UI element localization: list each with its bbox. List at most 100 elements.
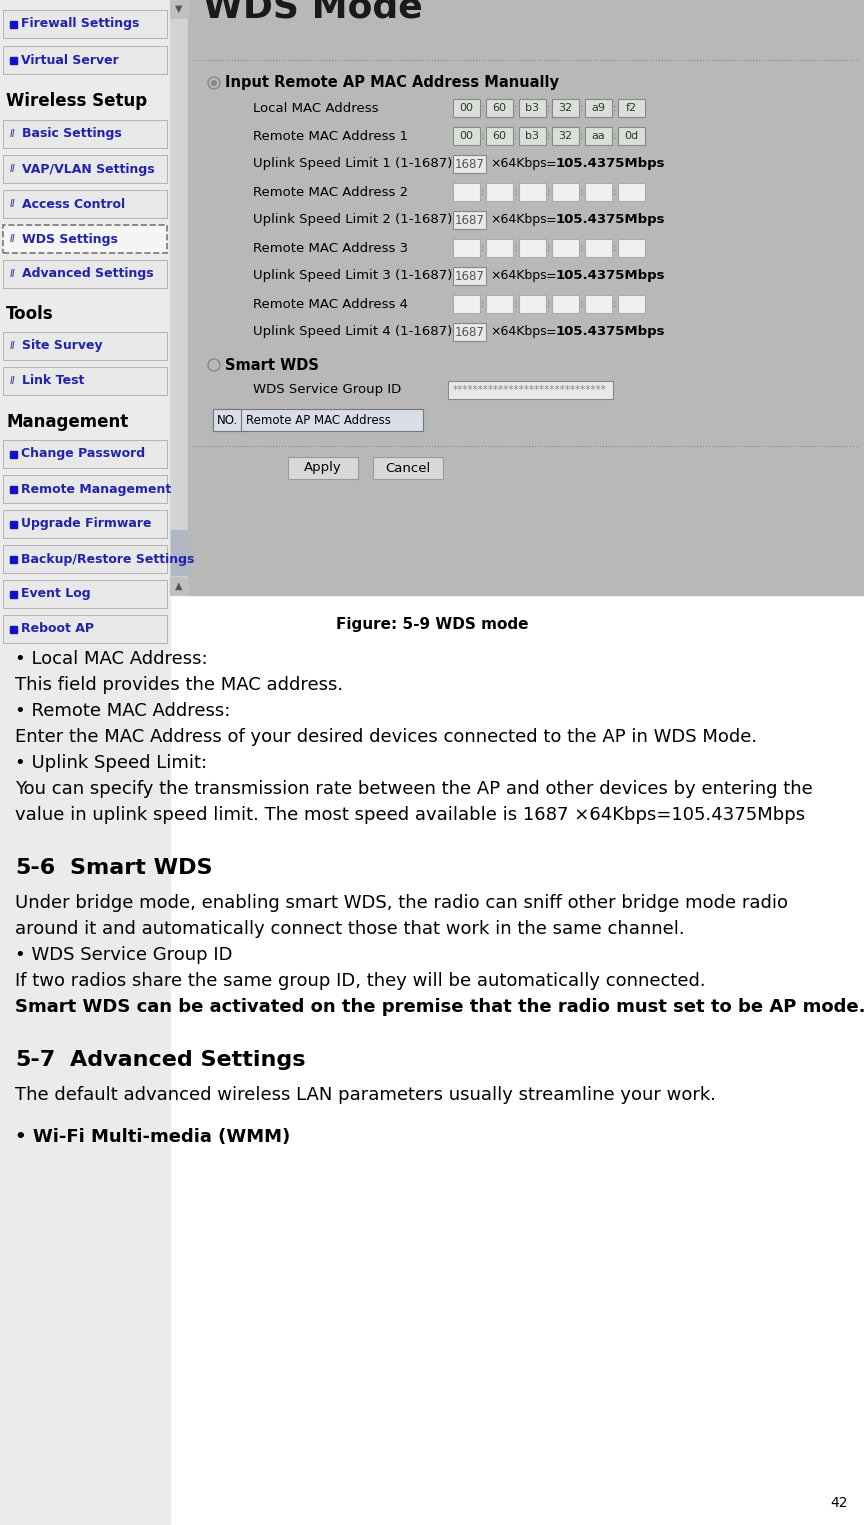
Text: ▼: ▼: [175, 5, 183, 14]
Text: =: =: [546, 157, 561, 171]
Text: :: :: [581, 242, 584, 253]
Bar: [170, 0, 188, 595]
Text: ×64Kbps: ×64Kbps: [490, 325, 547, 339]
Text: NO.: NO.: [216, 413, 238, 427]
Text: Management: Management: [6, 413, 128, 432]
Bar: [0, 0, 170, 1525]
Text: Figure: 5-9 WDS mode: Figure: 5-9 WDS mode: [336, 618, 528, 631]
Text: :: :: [481, 104, 485, 113]
Text: 00: 00: [460, 131, 473, 140]
Text: :: :: [481, 131, 485, 140]
Text: WDS Service Group ID: WDS Service Group ID: [253, 383, 401, 396]
Text: :: :: [481, 242, 485, 253]
Text: Apply: Apply: [304, 462, 342, 474]
Text: b3: b3: [525, 131, 539, 140]
Text: :: :: [613, 299, 617, 310]
Text: 5-6: 5-6: [15, 859, 55, 878]
Bar: [585, 183, 612, 201]
Bar: [3, 120, 167, 148]
Text: 60: 60: [492, 131, 506, 140]
Text: Remote MAC Address 2: Remote MAC Address 2: [253, 186, 408, 198]
Text: Backup/Restore Settings: Backup/Restore Settings: [21, 552, 194, 566]
Bar: [3, 368, 167, 395]
Bar: [552, 239, 579, 258]
Bar: [519, 99, 546, 117]
Text: :: :: [613, 242, 617, 253]
Text: ******************************: ******************************: [453, 384, 607, 395]
Text: =: =: [546, 325, 561, 339]
Text: Advanced Settings: Advanced Settings: [70, 1051, 306, 1071]
Text: Event Log: Event Log: [21, 587, 91, 601]
Bar: [453, 239, 480, 258]
Text: 105.4375Mbps: 105.4375Mbps: [556, 325, 665, 339]
Text: Local MAC Address: Local MAC Address: [253, 102, 378, 114]
Text: ΙΙ: ΙΙ: [10, 268, 16, 279]
Bar: [3, 580, 167, 608]
Bar: [618, 99, 645, 117]
Bar: [3, 474, 167, 503]
Bar: [10, 21, 17, 27]
Text: 5-7: 5-7: [15, 1051, 55, 1071]
Bar: [3, 226, 167, 253]
Text: ΙΙ: ΙΙ: [10, 342, 16, 351]
Text: Remote MAC Address 4: Remote MAC Address 4: [253, 297, 408, 311]
Text: :: :: [581, 188, 584, 197]
Text: 32: 32: [558, 131, 573, 140]
Text: 60: 60: [492, 104, 506, 113]
Text: The default advanced wireless LAN parameters usually streamline your work.: The default advanced wireless LAN parame…: [15, 1086, 716, 1104]
Bar: [486, 127, 513, 145]
Text: • Remote MAC Address:: • Remote MAC Address:: [15, 702, 231, 720]
Text: ΙΙ: ΙΙ: [10, 198, 16, 209]
Bar: [288, 458, 358, 479]
Bar: [10, 451, 17, 458]
Text: ▲: ▲: [175, 581, 183, 592]
Text: Smart WDS: Smart WDS: [225, 357, 319, 372]
Bar: [519, 183, 546, 201]
Bar: [10, 625, 17, 633]
Bar: [373, 458, 443, 479]
Bar: [10, 592, 17, 598]
Text: :: :: [514, 299, 518, 310]
Bar: [552, 99, 579, 117]
Text: If two radios share the same group ID, they will be automatically connected.: If two radios share the same group ID, t…: [15, 971, 706, 990]
Text: Upgrade Firmware: Upgrade Firmware: [21, 517, 151, 531]
Text: :: :: [481, 299, 485, 310]
Text: :: :: [581, 104, 584, 113]
Text: Virtual Server: Virtual Server: [21, 53, 118, 67]
Bar: [10, 557, 17, 563]
Bar: [213, 409, 423, 432]
Text: around it and automatically connect those that work in the same channel.: around it and automatically connect thos…: [15, 920, 684, 938]
Bar: [453, 99, 480, 117]
Text: :: :: [514, 104, 518, 113]
Bar: [170, 576, 188, 595]
Bar: [618, 294, 645, 313]
Text: Cancel: Cancel: [385, 462, 430, 474]
Bar: [585, 99, 612, 117]
Bar: [10, 486, 17, 493]
Bar: [453, 294, 480, 313]
Text: VAP/VLAN Settings: VAP/VLAN Settings: [22, 163, 155, 175]
Text: :: :: [514, 188, 518, 197]
Bar: [453, 323, 486, 342]
Text: ΙΙ: ΙΙ: [10, 165, 16, 174]
Text: ΙΙ: ΙΙ: [10, 130, 16, 139]
Bar: [453, 210, 486, 229]
Bar: [3, 191, 167, 218]
Text: :: :: [547, 188, 551, 197]
Bar: [3, 259, 167, 288]
Text: Input Remote AP MAC Address Manually: Input Remote AP MAC Address Manually: [225, 76, 559, 90]
Bar: [618, 183, 645, 201]
Bar: [519, 294, 546, 313]
Text: 1687: 1687: [454, 157, 485, 171]
Text: :: :: [514, 131, 518, 140]
Text: 105.4375Mbps: 105.4375Mbps: [556, 270, 665, 282]
Text: :: :: [613, 104, 617, 113]
Bar: [585, 127, 612, 145]
Text: Smart WDS can be activated on the premise that the radio must set to be AP mode.: Smart WDS can be activated on the premis…: [15, 997, 864, 1016]
Text: :: :: [547, 299, 551, 310]
Text: Reboot AP: Reboot AP: [21, 622, 94, 636]
Text: Under bridge mode, enabling smart WDS, the radio can sniff other bridge mode rad: Under bridge mode, enabling smart WDS, t…: [15, 894, 788, 912]
Text: 105.4375Mbps: 105.4375Mbps: [556, 214, 665, 227]
Bar: [453, 127, 480, 145]
Text: Smart WDS: Smart WDS: [70, 859, 213, 878]
